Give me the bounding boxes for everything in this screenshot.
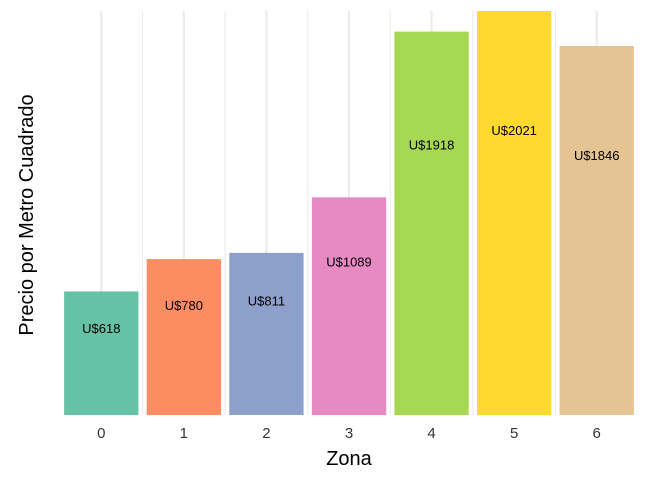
x-tick-label: 4 xyxy=(427,425,435,442)
y-axis-title: Precio por Metro Cuadrado xyxy=(16,94,38,335)
bar-zona-1 xyxy=(146,259,222,415)
bar-data-label: U$1846 xyxy=(574,148,620,163)
bar-data-label: U$2021 xyxy=(491,123,537,138)
bar-data-labels: U$618 U$780 U$811 U$1089 U$1918 U$2021 U$1846 xyxy=(82,123,619,336)
x-axis-title: Zona xyxy=(326,448,372,470)
bars xyxy=(64,11,634,416)
bar-zona-4 xyxy=(394,31,469,415)
bar-zona-6 xyxy=(559,45,634,416)
x-tick-label: 0 xyxy=(97,425,105,442)
x-tick-label: 3 xyxy=(345,425,353,442)
bar-data-label: U$618 xyxy=(82,321,120,336)
bar-data-label: U$1089 xyxy=(326,255,372,270)
bar-zona-3 xyxy=(311,197,387,415)
x-tick-label: 1 xyxy=(180,425,188,442)
x-axis-ticks: 0 1 2 3 4 5 6 xyxy=(97,425,601,442)
bar-data-label: U$1918 xyxy=(409,138,455,153)
x-tick-label: 5 xyxy=(510,425,518,442)
bar-zona-5 xyxy=(476,11,552,415)
bar-data-label: U$780 xyxy=(165,298,203,313)
bar-zona-0 xyxy=(64,291,139,415)
bar-zona-2 xyxy=(229,252,304,415)
x-tick-label: 6 xyxy=(593,425,601,442)
bar-data-label: U$811 xyxy=(248,294,285,309)
x-tick-label: 2 xyxy=(262,425,270,442)
